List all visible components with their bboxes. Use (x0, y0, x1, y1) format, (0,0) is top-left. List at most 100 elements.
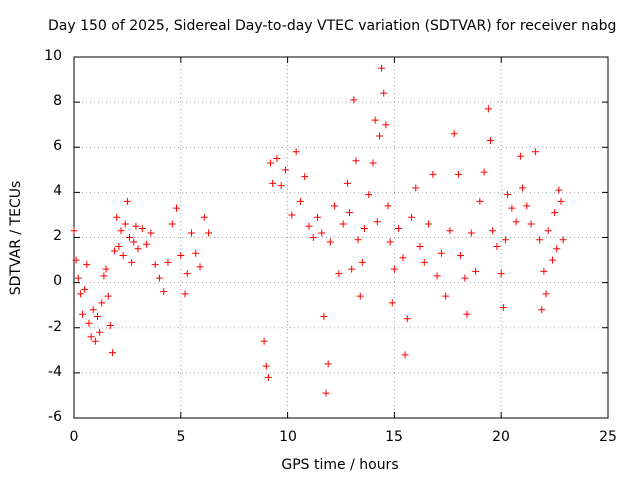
data-point (309, 234, 317, 241)
data-point (91, 337, 99, 345)
data-point (196, 263, 204, 271)
data-point (425, 220, 433, 228)
data-point (322, 389, 330, 397)
data-point (493, 243, 501, 251)
data-points (70, 64, 567, 397)
data-point (395, 224, 403, 232)
x-tick-label: 20 (492, 429, 510, 445)
data-point (375, 132, 383, 140)
data-point (106, 321, 114, 329)
data-point (76, 290, 84, 298)
data-point (269, 179, 277, 187)
data-point (205, 229, 213, 237)
data-point (516, 152, 524, 160)
data-point (559, 236, 567, 244)
data-point (102, 265, 110, 273)
data-point (555, 186, 563, 194)
data-point (134, 245, 142, 253)
data-point (378, 64, 386, 72)
data-point (540, 267, 548, 275)
data-point (348, 265, 356, 273)
data-point (83, 261, 91, 269)
data-point (544, 227, 552, 235)
data-point (89, 306, 97, 314)
data-point (489, 227, 497, 235)
data-point (335, 270, 343, 278)
data-point (388, 299, 396, 307)
data-point (412, 184, 420, 192)
data-point (331, 202, 339, 210)
data-point (504, 191, 512, 199)
data-point (324, 360, 332, 368)
data-point (446, 227, 454, 235)
data-point (292, 148, 300, 156)
data-point (143, 240, 151, 248)
data-point (147, 229, 155, 237)
data-point (96, 328, 104, 336)
data-point (119, 252, 127, 260)
data-point (433, 272, 441, 280)
data-point (314, 213, 322, 221)
data-point (442, 292, 450, 300)
data-point (420, 258, 428, 266)
data-point (87, 333, 95, 341)
data-point (416, 243, 424, 251)
data-point (399, 254, 407, 262)
data-point (181, 290, 189, 298)
y-tick-label: 4 (53, 183, 62, 199)
chart-title: Day 150 of 2025, Sidereal Day-to-day VTE… (48, 18, 617, 34)
data-point (100, 272, 108, 280)
data-point (358, 258, 366, 266)
axis-ticks (73, 56, 609, 419)
data-point (168, 220, 176, 228)
y-tick-label: 10 (44, 48, 62, 64)
data-point (104, 292, 112, 300)
data-point (72, 256, 80, 264)
x-axis-label: GPS time / hours (281, 457, 399, 473)
data-point (177, 252, 185, 260)
data-point (557, 197, 565, 205)
data-point (380, 89, 388, 97)
data-point (160, 288, 168, 296)
y-tick-label: -6 (48, 409, 62, 425)
data-point (70, 227, 78, 235)
y-tick-label: 0 (53, 273, 62, 289)
data-point (123, 197, 131, 205)
data-point (551, 209, 559, 217)
y-tick-label: 2 (53, 228, 62, 244)
data-point (277, 182, 285, 190)
data-point (288, 211, 296, 219)
data-point (450, 130, 458, 138)
data-point (538, 306, 546, 314)
data-point (457, 252, 465, 260)
data-point (527, 220, 535, 228)
data-point (98, 299, 106, 307)
data-point (301, 173, 309, 181)
data-point (108, 349, 116, 357)
x-tick-label: 5 (176, 429, 186, 445)
data-point (320, 312, 328, 320)
data-point (343, 179, 351, 187)
data-point (472, 267, 480, 275)
data-point (536, 236, 544, 244)
data-point (130, 238, 138, 246)
data-point (371, 116, 379, 124)
data-point (350, 96, 358, 104)
data-point (390, 265, 398, 273)
data-point (519, 184, 527, 192)
data-point (273, 155, 281, 163)
data-point (463, 310, 471, 318)
data-point (74, 274, 82, 282)
data-point (553, 245, 561, 253)
y-tick-label: -2 (48, 319, 62, 335)
data-point (386, 238, 394, 246)
x-tick-label: 25 (599, 429, 617, 445)
data-point (531, 148, 539, 156)
data-point (403, 315, 411, 323)
data-point (173, 204, 181, 212)
data-point (318, 229, 326, 237)
data-point (382, 121, 390, 129)
data-point (346, 209, 354, 217)
data-point (339, 220, 347, 228)
